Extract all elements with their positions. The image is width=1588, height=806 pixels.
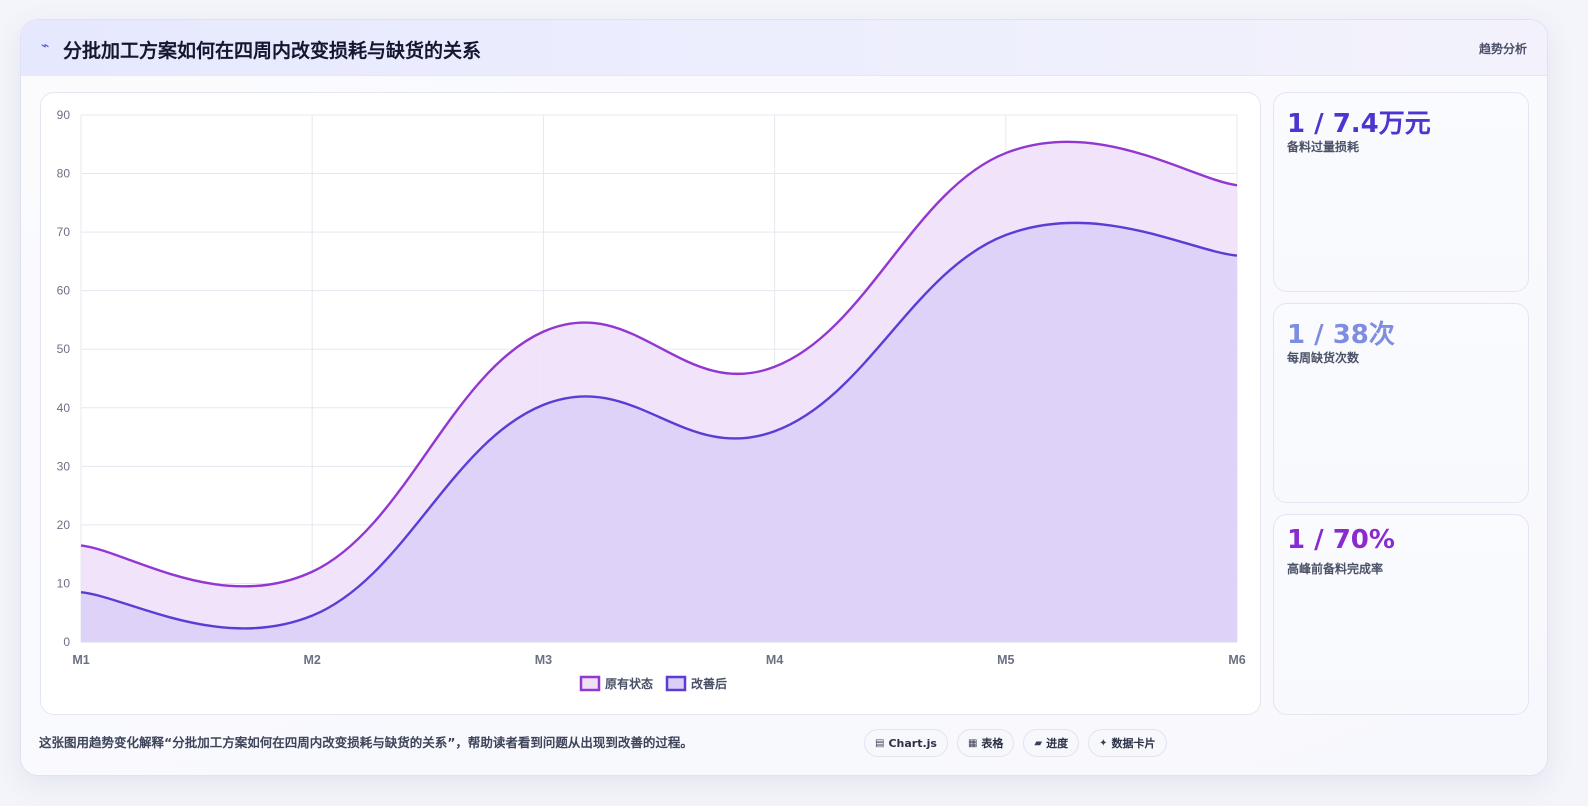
y-tick-label: 70 bbox=[57, 225, 71, 239]
kpi-card-stockout: 1 / 38次 每周缺货次数 bbox=[1273, 303, 1529, 503]
chip-label: 数据卡片 bbox=[1111, 737, 1156, 750]
y-tick-label: 0 bbox=[63, 635, 70, 649]
sparkle-icon: ✦ bbox=[1099, 737, 1108, 749]
kpi-label: 高峰前备料完成率 bbox=[1287, 562, 1384, 576]
kpi-value: 1 / 7.4万元 bbox=[1287, 109, 1431, 139]
header-tag: 趋势分析 bbox=[1478, 42, 1527, 56]
legend-swatch bbox=[579, 675, 601, 692]
dashboard-card: ⌁ 分批加工方案如何在四周内改变损耗与缺货的关系 趋势分析 0 10 20 30 40 5… bbox=[20, 19, 1548, 776]
chart-icon: ▤ bbox=[875, 737, 885, 749]
y-tick-label: 90 bbox=[57, 108, 71, 122]
series-line bbox=[80, 221, 1238, 630]
x-tick-label: M5 bbox=[997, 653, 1014, 667]
x-tick-label: M2 bbox=[304, 653, 321, 667]
chip-chartjs[interactable]: ▤ Chart.js bbox=[864, 729, 948, 757]
kpi-card-loss: 1 / 7.4万元 备料过量损耗 bbox=[1273, 92, 1529, 292]
y-tick-label: 50 bbox=[57, 342, 71, 356]
x-tick-label: M4 bbox=[766, 653, 783, 667]
x-tick-label: M1 bbox=[72, 653, 89, 667]
kpi-label: 每周缺货次数 bbox=[1287, 351, 1360, 365]
series-area bbox=[81, 222, 1237, 642]
legend-swatch bbox=[665, 675, 687, 692]
y-tick-label: 80 bbox=[57, 167, 71, 181]
y-tick-label: 40 bbox=[57, 401, 71, 415]
progress-icon: ▰ bbox=[1034, 737, 1043, 749]
chip-table[interactable]: ▦ 表格 bbox=[956, 729, 1015, 757]
series-line bbox=[80, 140, 1238, 588]
x-tick-label: M6 bbox=[1228, 653, 1245, 667]
card-header: ⌁ 分批加工方案如何在四周内改变损耗与缺货的关系 趋势分析 bbox=[21, 20, 1547, 76]
y-tick-label: 30 bbox=[57, 459, 71, 473]
chip-label: 表格 bbox=[981, 737, 1004, 750]
chip-data-card[interactable]: ✦ 数据卡片 bbox=[1088, 729, 1167, 757]
kpi-card-completion: 1 / 70% 高峰前备料完成率 bbox=[1273, 514, 1529, 715]
legend-label: 原有状态 bbox=[605, 676, 653, 691]
page-title: 分批加工方案如何在四周内改变损耗与缺货的关系 bbox=[63, 40, 482, 62]
lightning-icon: ⌁ bbox=[41, 38, 50, 54]
y-tick-label: 20 bbox=[57, 518, 71, 532]
legend-label: 改善后 bbox=[691, 676, 727, 691]
table-icon: ▦ bbox=[967, 737, 978, 749]
kpi-value: 1 / 70% bbox=[1287, 525, 1395, 555]
kpi-label: 备料过量损耗 bbox=[1287, 140, 1360, 154]
tech-chips: ▤ Chart.js ▦ 表格 ▰ 进度 ✦ 数据卡片 bbox=[864, 729, 1167, 757]
chart-caption: 这张图用趋势变化解释“分批加工方案如何在四周内改变损耗与缺货的关系”，帮助读者看… bbox=[39, 735, 693, 750]
chip-label: Chart.js bbox=[888, 736, 937, 750]
chip-progress[interactable]: ▰ 进度 bbox=[1023, 729, 1080, 757]
y-tick-label: 60 bbox=[57, 284, 71, 298]
area-chart: 0 10 20 30 40 50 60 70 80 90 M1 M2 M3 M4 M5 M6 原有状态 改善后 bbox=[57, 108, 1246, 692]
chart-panel: 0 10 20 30 40 50 60 70 80 90 M1 M2 M3 M4 M5 M6 原有状态 改善后 bbox=[40, 92, 1261, 715]
y-tick-label: 10 bbox=[57, 576, 71, 590]
chip-label: 进度 bbox=[1046, 737, 1069, 750]
kpi-value: 1 / 38次 bbox=[1287, 320, 1395, 350]
x-tick-label: M3 bbox=[535, 653, 552, 667]
